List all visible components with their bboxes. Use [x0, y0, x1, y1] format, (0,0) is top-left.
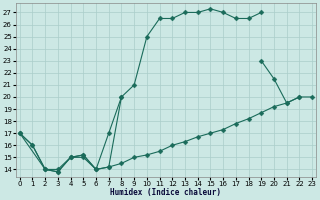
- X-axis label: Humidex (Indice chaleur): Humidex (Indice chaleur): [110, 188, 221, 197]
